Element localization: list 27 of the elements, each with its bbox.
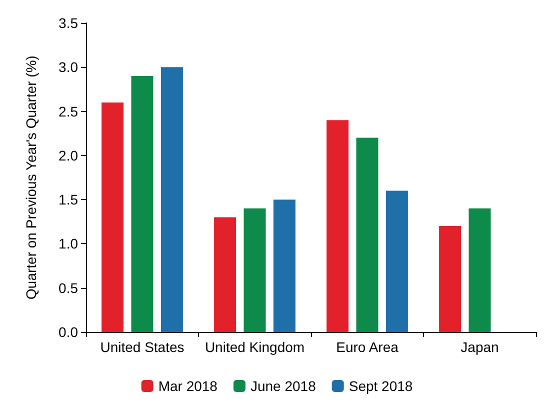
bar	[214, 217, 236, 332]
x-tick-label: Japan	[460, 339, 499, 355]
y-tick-label: 3.0	[58, 59, 78, 76]
y-tick-label: 2.5	[58, 103, 78, 120]
x-tick-label: Euro Area	[336, 339, 399, 355]
bar	[160, 67, 183, 332]
bar	[102, 102, 124, 332]
bar	[244, 208, 266, 332]
legend-label: Sept 2018	[348, 378, 413, 394]
bar	[468, 208, 491, 332]
legend-label: Mar 2018	[158, 378, 218, 394]
y-tick-label: 1.5	[58, 192, 78, 208]
y-tick-label: 3.5	[58, 15, 78, 31]
bar	[273, 200, 296, 332]
bar	[326, 120, 349, 332]
legend-label: June 2018	[250, 378, 316, 394]
y-tick-label: 0.0	[58, 324, 78, 340]
x-tick-label: United Kingdom	[204, 339, 305, 355]
bar	[356, 138, 378, 332]
y-tick-label: 1.0	[58, 236, 78, 252]
bar	[439, 226, 462, 332]
y-tick-label: 0.5	[58, 280, 78, 296]
y-axis-title: Quarter on Previous Year's Quarter (%)	[23, 56, 39, 300]
bar	[386, 190, 408, 332]
bar	[131, 76, 154, 332]
y-tick-label: 2.0	[58, 147, 78, 164]
x-tick-label: United States	[100, 339, 184, 355]
